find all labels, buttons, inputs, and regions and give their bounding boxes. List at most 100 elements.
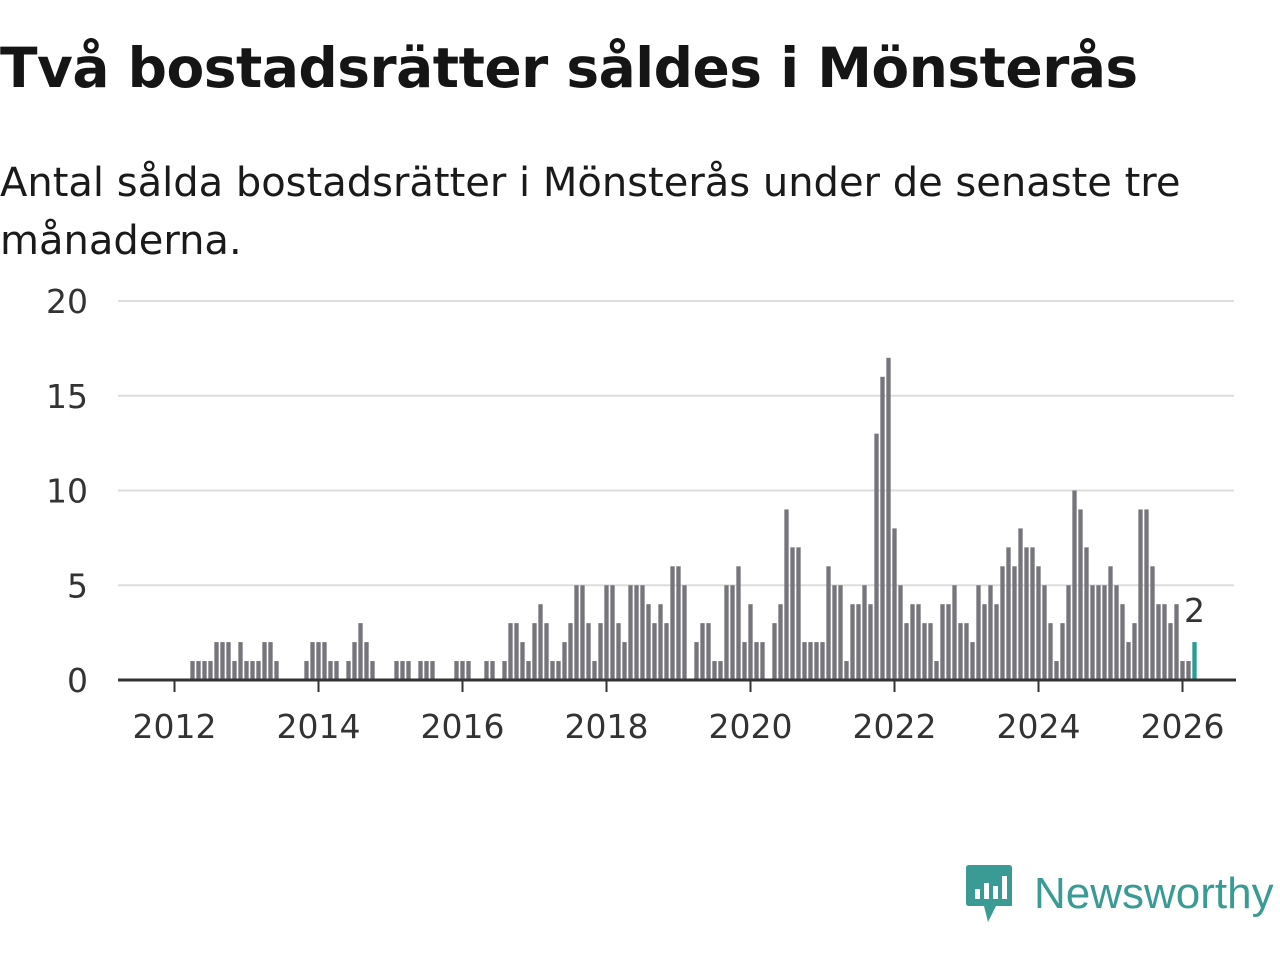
bar xyxy=(784,509,789,680)
bar xyxy=(1132,623,1137,680)
bar xyxy=(1048,623,1053,680)
bar xyxy=(352,642,357,680)
bar xyxy=(802,642,807,680)
bar xyxy=(628,585,633,680)
bar xyxy=(646,604,651,680)
bar xyxy=(538,604,543,680)
bar xyxy=(820,642,825,680)
bar xyxy=(952,585,957,680)
bar xyxy=(1126,642,1131,680)
bar xyxy=(214,642,219,680)
bar xyxy=(634,585,639,680)
bar xyxy=(1150,566,1155,680)
bar xyxy=(754,642,759,680)
y-tick-label: 5 xyxy=(67,566,88,605)
bar xyxy=(1096,585,1101,680)
bar xyxy=(586,623,591,680)
bar xyxy=(982,604,987,680)
bar xyxy=(676,566,681,680)
bar xyxy=(400,661,405,680)
bar xyxy=(622,642,627,680)
x-tick-label: 2020 xyxy=(709,707,793,746)
bar xyxy=(1000,566,1005,680)
bar xyxy=(238,642,243,680)
bar xyxy=(484,661,489,680)
bar xyxy=(220,642,225,680)
bar xyxy=(328,661,333,680)
x-tick-label: 2016 xyxy=(421,707,505,746)
bar xyxy=(262,642,267,680)
bar xyxy=(1090,585,1095,680)
bar xyxy=(364,642,369,680)
bar xyxy=(874,433,879,680)
bar xyxy=(1174,604,1179,680)
bar xyxy=(1012,566,1017,680)
bar xyxy=(568,623,573,680)
bar xyxy=(808,642,813,680)
bar xyxy=(1030,547,1035,680)
bar xyxy=(1162,604,1167,680)
bar xyxy=(700,623,705,680)
bar xyxy=(580,585,585,680)
bar xyxy=(844,661,849,680)
bar xyxy=(892,528,897,680)
bar xyxy=(1180,661,1185,680)
bar xyxy=(1120,604,1125,680)
bar xyxy=(244,661,249,680)
bar xyxy=(226,642,231,680)
bar xyxy=(1186,661,1191,680)
bar xyxy=(1024,547,1029,680)
bar xyxy=(424,661,429,680)
bar xyxy=(670,566,675,680)
bar xyxy=(856,604,861,680)
chart-title: Två bostadsrätter såldes i Mönsterås xyxy=(0,36,1138,100)
bar xyxy=(604,585,609,680)
bar xyxy=(880,376,885,680)
bar xyxy=(826,566,831,680)
bar xyxy=(514,623,519,680)
bar xyxy=(256,661,261,680)
bar xyxy=(466,661,471,680)
bar xyxy=(748,604,753,680)
bar xyxy=(1078,509,1083,680)
bar xyxy=(832,585,837,680)
bar xyxy=(1156,604,1161,680)
bar xyxy=(1054,661,1059,680)
bar xyxy=(1066,585,1071,680)
bar xyxy=(1114,585,1119,680)
bar xyxy=(520,642,525,680)
bar xyxy=(736,566,741,680)
chart-subtitle: Antal sålda bostadsrätter i Mönsterås un… xyxy=(0,160,1181,264)
highlight-value-label: 2 xyxy=(1184,591,1205,630)
bar xyxy=(358,623,363,680)
bar xyxy=(1144,509,1149,680)
bar xyxy=(1060,623,1065,680)
bar xyxy=(268,642,273,680)
bar xyxy=(718,661,723,680)
bar xyxy=(712,661,717,680)
bar xyxy=(724,585,729,680)
bar xyxy=(208,661,213,680)
bar xyxy=(868,604,873,680)
x-tick-label: 2014 xyxy=(277,707,361,746)
bar xyxy=(922,623,927,680)
newsworthy-wordmark: Newsworthy xyxy=(1034,869,1274,918)
bar xyxy=(886,357,891,680)
bar xyxy=(664,623,669,680)
bar xyxy=(1006,547,1011,680)
x-tick-label: 2012 xyxy=(133,707,217,746)
bar xyxy=(598,623,603,680)
bar xyxy=(976,585,981,680)
bar xyxy=(964,623,969,680)
bar xyxy=(532,623,537,680)
bar xyxy=(1168,623,1173,680)
bar xyxy=(1072,490,1077,680)
newsworthy-logo: Newsworthy xyxy=(964,864,1274,924)
x-tick-label: 2026 xyxy=(1141,707,1225,746)
bar xyxy=(316,642,321,680)
bar xyxy=(760,642,765,680)
bar xyxy=(658,604,663,680)
bar xyxy=(796,547,801,680)
bar xyxy=(814,642,819,680)
bar xyxy=(592,661,597,680)
